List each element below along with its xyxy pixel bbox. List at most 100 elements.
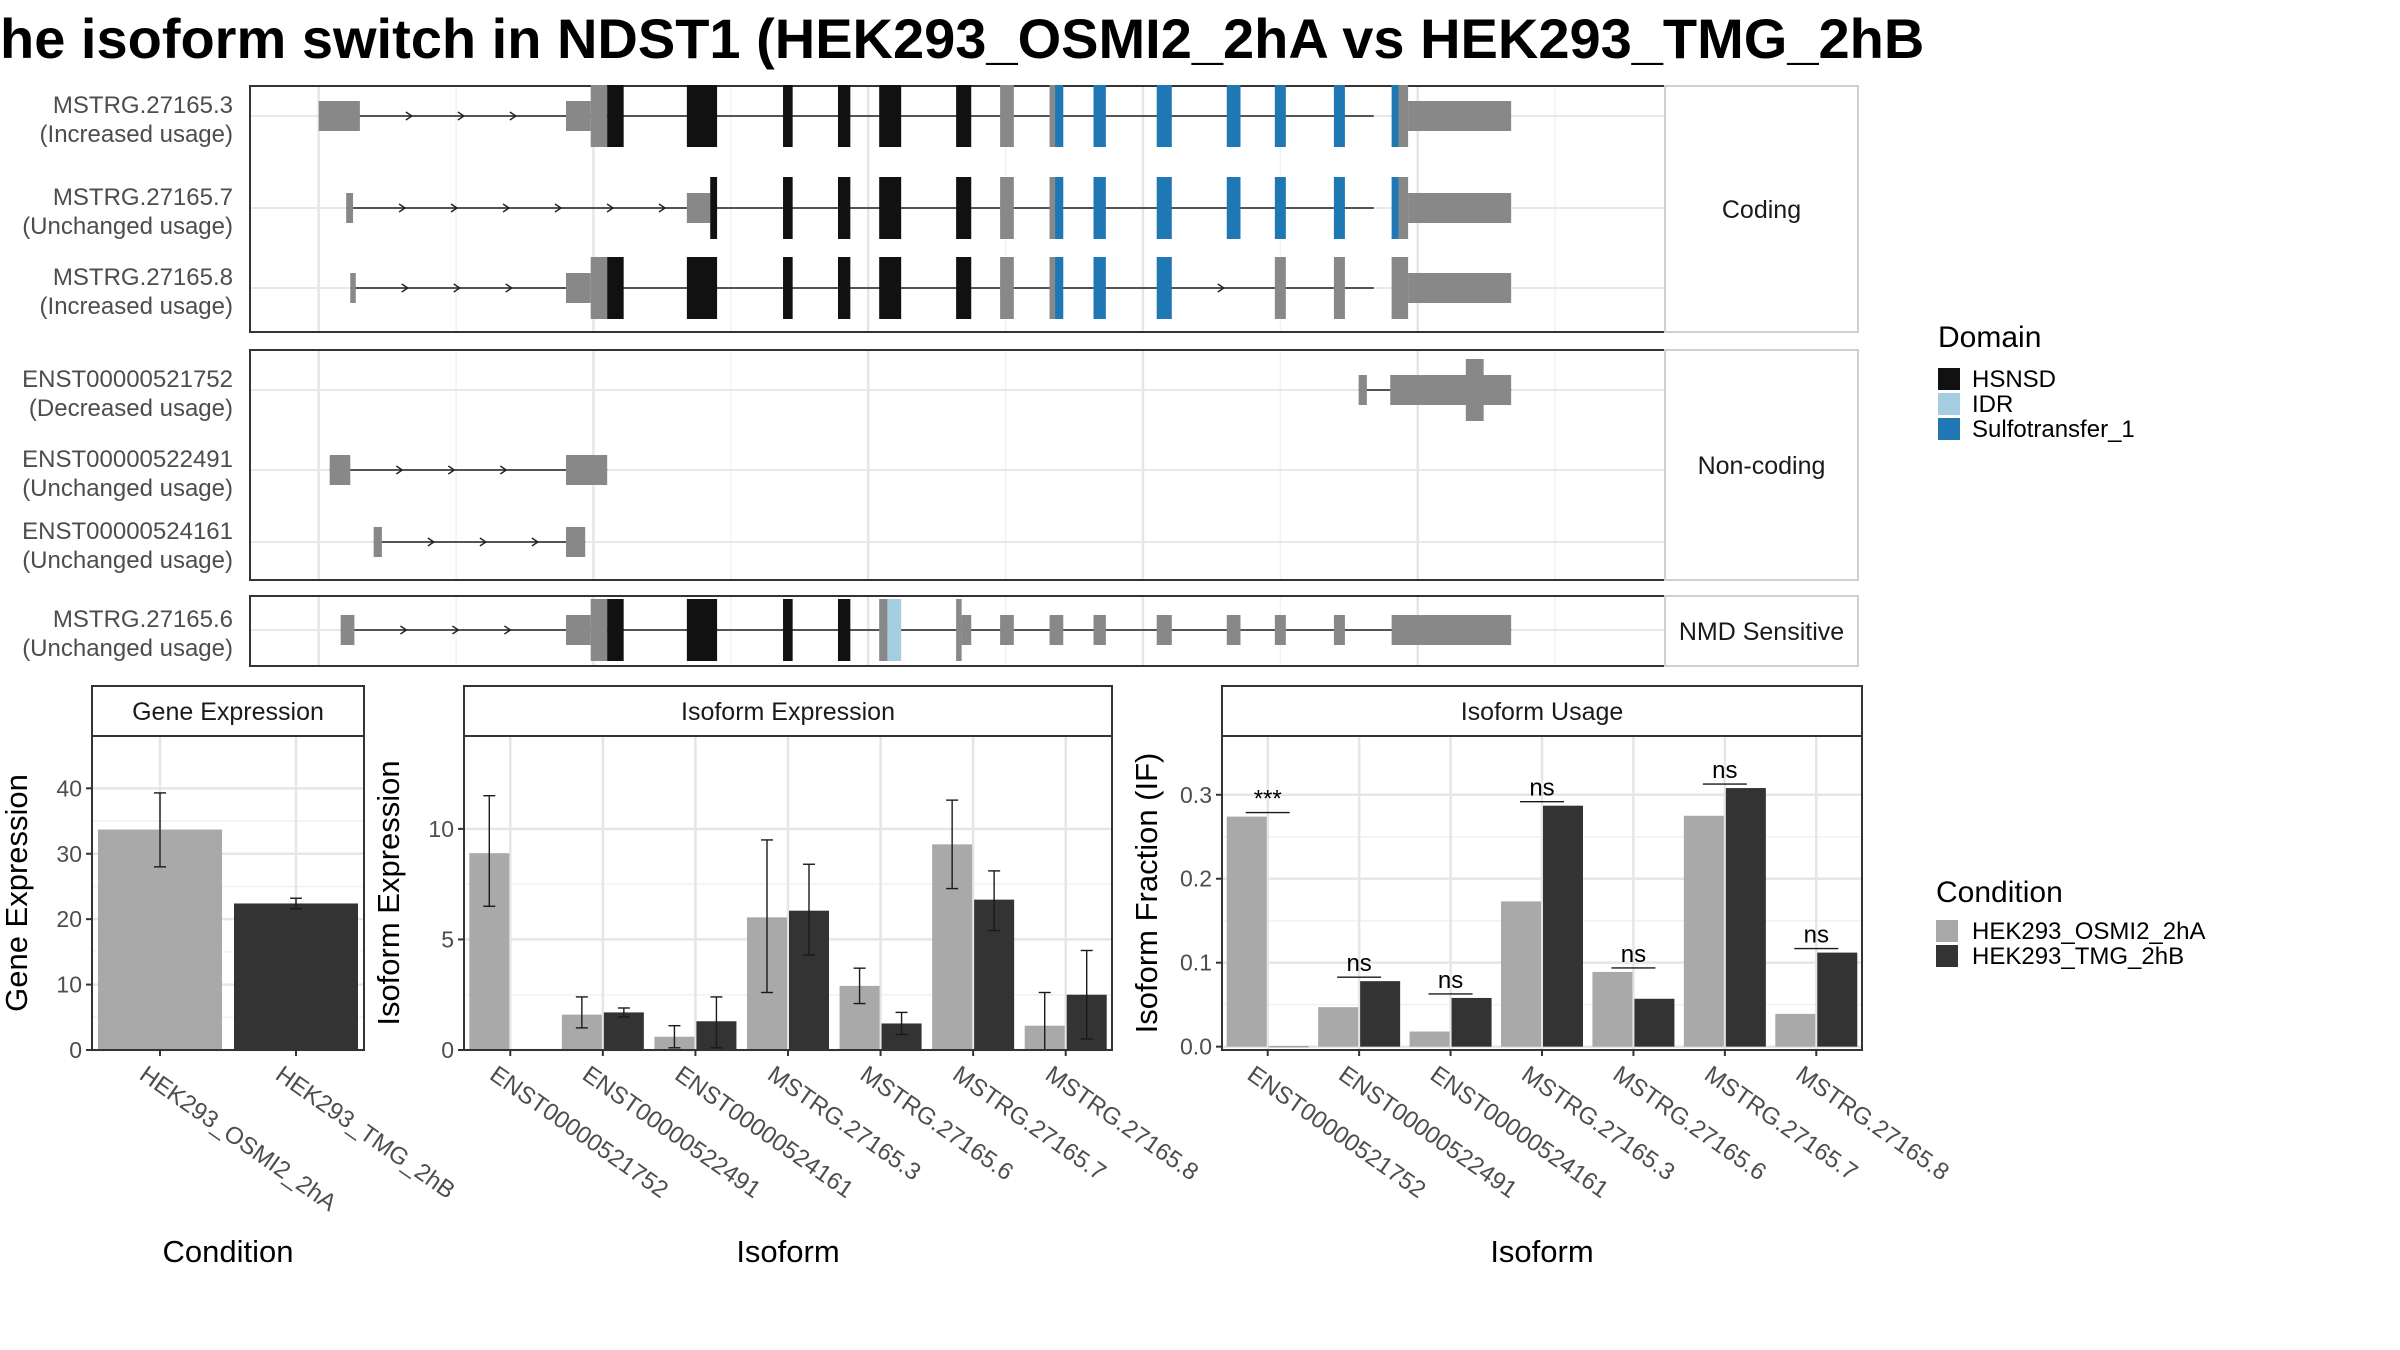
intron-arrow	[453, 283, 462, 293]
x-tick-label: MSTRG.27165.7	[948, 1061, 1111, 1186]
intron-arrow	[606, 203, 615, 213]
intron-arrow	[531, 537, 540, 547]
facet-strip	[1664, 85, 1859, 333]
utr-exon	[1408, 273, 1512, 303]
panel-title: Gene Expression	[132, 698, 324, 726]
y-tick-label: 0.2	[1180, 866, 1212, 892]
x-tick-label: MSTRG.27165.3	[1517, 1061, 1680, 1186]
transcript-usage: (Unchanged usage)	[22, 475, 233, 502]
domain-exon	[879, 257, 902, 319]
utr-exon	[1093, 615, 1106, 645]
x-axis-title: Isoform	[736, 1234, 839, 1269]
bar	[1268, 1046, 1309, 1048]
transcript-usage: (Increased usage)	[40, 293, 233, 320]
y-tick-label: 10	[56, 972, 82, 998]
x-tick-label: MSTRG.27165.3	[763, 1061, 926, 1186]
y-tick-label: 5	[441, 926, 454, 952]
condition-legend-label: HEK293_OSMI2_2hA	[1972, 918, 2205, 945]
bar	[1683, 815, 1724, 1047]
transcript-row: MSTRG.27165.6(Unchanged usage)	[22, 599, 1512, 662]
intron-arrow	[554, 203, 563, 213]
intron-arrow	[447, 465, 456, 475]
utr-exon	[329, 455, 351, 485]
domain-exon	[686, 85, 718, 147]
y-axis-title: Gene Expression	[0, 774, 34, 1012]
bar	[603, 1012, 644, 1050]
domain-exon	[1156, 257, 1172, 319]
transcript-id: ENST00000521752	[22, 366, 233, 393]
transcript-row: ENST00000524161(Unchanged usage)	[22, 518, 586, 574]
transcript-usage: (Unchanged usage)	[22, 547, 233, 574]
domain-exon	[1055, 257, 1064, 319]
y-tick-label: 0.1	[1180, 950, 1212, 976]
domain-exon	[956, 257, 972, 319]
domain-exon	[837, 599, 851, 661]
intron-arrow	[1217, 283, 1226, 293]
transcript-id: MSTRG.27165.3	[53, 92, 233, 119]
condition-legend-title: Condition	[1936, 876, 2063, 909]
facet-strip	[1664, 349, 1859, 581]
structure-facet: Non-coding	[249, 349, 1859, 581]
transcript-row: ENST00000521752(Decreased usage)	[22, 359, 1512, 422]
domain-exon	[956, 177, 972, 239]
coding-exon	[1049, 177, 1056, 239]
x-tick-label: MSTRG.27165.6	[1608, 1061, 1771, 1186]
domain-exon	[1093, 85, 1106, 147]
domain-exon	[1156, 177, 1172, 239]
domain-exon	[783, 599, 793, 661]
utr-exon	[373, 527, 382, 557]
domain-exon	[1391, 85, 1399, 147]
plot-title: he isoform switch in NDST1 (HEK293_OSMI2…	[0, 7, 1924, 70]
bar-panel: Isoform Expression0510ENST00000521752ENS…	[371, 685, 1203, 1269]
utr-exon	[961, 615, 972, 645]
utr-exon	[1408, 193, 1512, 223]
transcript-usage: (Unchanged usage)	[22, 635, 233, 662]
facet-strip-label: Non-coding	[1698, 452, 1826, 480]
transcript-row: MSTRG.27165.3(Increased usage)	[40, 85, 1512, 148]
utr-exon	[565, 273, 591, 303]
panel-strip	[1221, 685, 1863, 737]
domain-exon	[837, 85, 851, 147]
intron-arrow	[658, 203, 667, 213]
bar	[1451, 997, 1492, 1047]
domain-exon	[879, 85, 902, 147]
domain-exon	[837, 257, 851, 319]
panel-title: Isoform Expression	[681, 698, 895, 726]
bar	[1318, 1007, 1359, 1047]
domain-exon	[879, 177, 902, 239]
significance-label: ns	[1346, 950, 1371, 977]
utr-exon	[565, 615, 591, 645]
intron-arrow	[405, 111, 414, 121]
domain-legend-swatch	[1938, 393, 1960, 415]
utr-exon	[1226, 615, 1241, 645]
significance-label: ns	[1438, 967, 1463, 994]
intron-arrow	[400, 625, 408, 635]
utr-exon	[340, 615, 355, 645]
significance-label: ns	[1712, 757, 1737, 784]
domain-legend-swatch	[1938, 418, 1960, 440]
domain-exon	[1226, 177, 1241, 239]
bar	[1592, 971, 1633, 1047]
domain-exon	[607, 257, 624, 319]
panel-title: Isoform Usage	[1461, 698, 1624, 726]
bar	[1775, 1013, 1816, 1047]
y-tick-label: 40	[56, 775, 82, 801]
domain-exon	[607, 599, 624, 661]
transcript-id: MSTRG.27165.8	[53, 264, 233, 291]
intron-arrow	[502, 203, 511, 213]
significance-label: ns	[1804, 922, 1829, 949]
condition-legend-label: HEK293_TMG_2hB	[1972, 943, 2184, 970]
domain-exon	[607, 85, 624, 147]
utr-exon	[1000, 615, 1014, 645]
transcript-row: ENST00000522491(Unchanged usage)	[22, 446, 608, 502]
domain-exon	[1226, 85, 1241, 147]
condition-legend-swatch	[1936, 945, 1958, 967]
utr-exon	[565, 101, 591, 131]
utr-exon	[1358, 375, 1367, 405]
bar-panel: Isoform Usage *** ns ns ns ns ns ns 0.0 0.1 0.2 0.3…	[1129, 685, 1954, 1269]
significance-label: ns	[1621, 941, 1646, 968]
intron-arrow	[427, 537, 436, 547]
transcript-usage: (Decreased usage)	[29, 395, 233, 422]
